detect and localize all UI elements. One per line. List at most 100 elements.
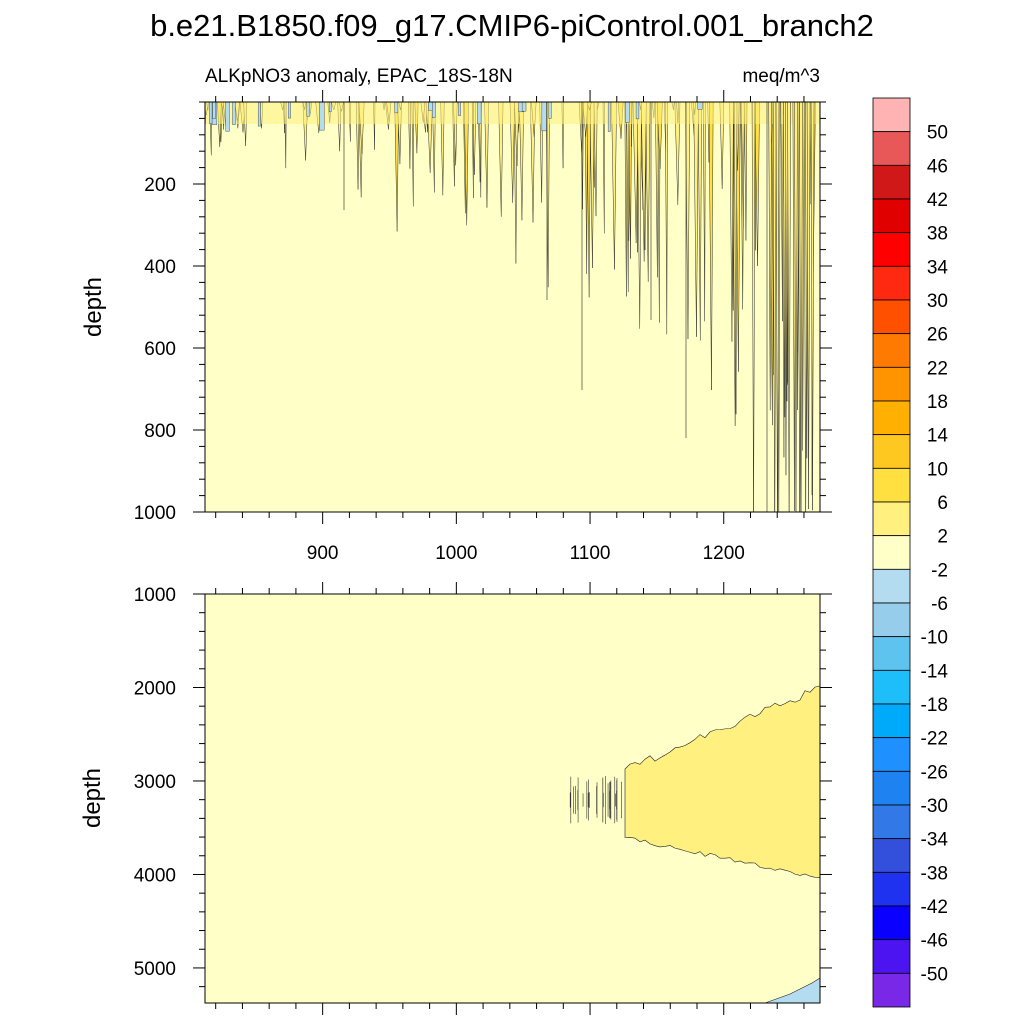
upper-negative-streak [428, 102, 433, 111]
colorbar-swatch [872, 871, 911, 907]
upper-contour-streak [734, 102, 738, 415]
upper-contour-streak [772, 102, 777, 512]
colorbar-swatch [872, 198, 911, 234]
upper-contour-streak [626, 102, 630, 293]
upper-contour-streak [471, 102, 475, 198]
upper-negative-streak [288, 102, 291, 119]
upper-negative-streak [697, 102, 703, 110]
x-tick-label: 1200 [703, 543, 745, 564]
colorbar-swatch [872, 905, 911, 941]
panel-subtitle-left: ALKpNO3 anomaly, EPAC_18S-18N [205, 66, 513, 87]
upper-surface-band [205, 102, 820, 124]
figure-title: b.e21.B1850.f09_g17.CMIP6-piControl.001_… [150, 8, 874, 43]
upper-contour-streak [611, 102, 617, 270]
lower-ticks: 1000 2000 3000 4000 5000 [134, 582, 832, 1015]
upper-negative-streak [458, 102, 461, 116]
colorbar-label: -30 [921, 796, 948, 817]
colorbar-label: 50 [927, 123, 948, 144]
upper-contour-streak [645, 102, 651, 282]
colorbar-label: 38 [927, 224, 948, 245]
colorbar-swatch [872, 467, 911, 503]
colorbar-swatch [872, 838, 911, 873]
upper-contour-streak [593, 102, 598, 217]
upper-negative-streak [394, 102, 399, 114]
upper-negative-streak [541, 102, 547, 132]
upper-contour-streak [787, 102, 791, 512]
colorbar-label: 10 [927, 459, 948, 480]
colorbar-swatch [872, 366, 911, 402]
colorbar-label: -34 [921, 830, 949, 851]
upper-negative-streak [477, 102, 482, 125]
colorbar-swatch [872, 939, 911, 974]
colorbar-swatch [872, 972, 911, 1008]
colorbar-label: 26 [927, 325, 948, 346]
lower-contour-field [569, 685, 820, 1003]
upper-negative-streak [225, 102, 230, 132]
colorbar-swatch [872, 535, 911, 570]
colorbar-swatch [872, 804, 911, 840]
upper-contour-streak [775, 102, 780, 512]
upper-negative-streak [521, 102, 527, 112]
colorbar-label: -2 [931, 560, 948, 581]
upper-contour-streak [440, 102, 445, 196]
colorbar: 50 46 42 38 34 30 26 22 18 14 10 6 2 -2 -6 -10 -14 -18 -22… [872, 97, 949, 1008]
colorbar-swatch [872, 400, 911, 436]
upper-negative-streak [257, 102, 261, 127]
upper-negative-streak [607, 102, 611, 132]
lower-y-axis-label: depth [79, 768, 106, 828]
colorbar-swatch [872, 333, 911, 368]
upper-contour-streak [674, 102, 681, 205]
upper-contour-streak [411, 102, 415, 207]
upper-panel: 900 1000 1100 1200 200 400 600 800 1000 depth [80, 90, 832, 564]
y-tick-label: 800 [144, 421, 176, 442]
upper-contour-streak [640, 102, 647, 262]
x-tick-label: 900 [307, 543, 339, 564]
upper-contour-streak [519, 102, 524, 221]
y-tick-label: 4000 [134, 865, 176, 886]
colorbar-swatch [872, 669, 911, 705]
upper-contour-streak [394, 102, 399, 232]
colorbar-label: 6 [937, 493, 948, 514]
upper-contour-streak [743, 102, 748, 241]
colorbar-swatch [872, 164, 911, 200]
y-tick-label: 200 [144, 175, 176, 196]
colorbar-label: 14 [927, 426, 949, 447]
upper-contour-streak [708, 102, 714, 391]
upper-contour-streak [624, 102, 628, 297]
upper-contour-streak [703, 102, 706, 322]
lower-panel: 1000 2000 3000 4000 5000 depth [79, 582, 832, 1015]
upper-negative-streak [212, 102, 216, 119]
upper-contour-streak [794, 102, 798, 512]
upper-contour-streak [693, 102, 699, 337]
upper-negative-streak [232, 102, 236, 125]
upper-contour-streak [498, 102, 504, 217]
lower-panel-frame [204, 593, 821, 1004]
upper-contour-streak [754, 102, 760, 266]
upper-contour-streak [783, 102, 787, 418]
upper-contour-streak [602, 102, 605, 234]
colorbar-label: 22 [927, 358, 948, 379]
y-tick-label: 2000 [134, 678, 176, 699]
upper-contour-streak [810, 102, 815, 511]
colorbar-swatch [872, 636, 911, 671]
upper-y-axis-label: depth [80, 277, 107, 337]
colorbar-label: 30 [927, 291, 948, 312]
colorbar-label: 46 [927, 156, 948, 177]
colorbar-label: 2 [937, 527, 948, 548]
y-tick-label: 1000 [134, 503, 176, 524]
upper-contour-streak [806, 102, 811, 510]
upper-contour-streak [509, 102, 515, 203]
colorbar-label: -50 [921, 964, 948, 985]
colorbar-label: -14 [921, 661, 949, 682]
upper-negative-streak [306, 102, 311, 117]
colorbar-label: -6 [931, 594, 948, 615]
upper-contour-streak [697, 102, 702, 341]
upper-negative-streak [625, 102, 630, 123]
colorbar-label: -18 [921, 695, 948, 716]
colorbar-swatch [872, 501, 911, 537]
lower-positive-wedge [624, 685, 820, 878]
upper-negative-streak [548, 102, 552, 119]
upper-contour-streak [589, 102, 595, 268]
colorbar-label: -42 [921, 897, 948, 918]
